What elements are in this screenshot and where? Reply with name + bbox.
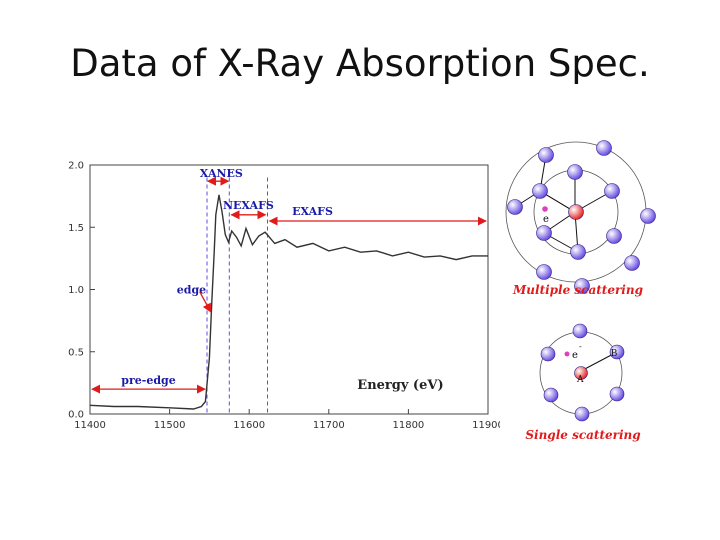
scatterer-atom xyxy=(606,228,622,244)
x-axis-label: Energy (eV) xyxy=(357,378,443,393)
scatterer-atom xyxy=(596,140,612,156)
scatterer-atom xyxy=(624,255,640,271)
x-tick-label: 11900 xyxy=(472,420,500,431)
annotation-edge: edge xyxy=(177,284,206,297)
xas-spectrum-line xyxy=(89,194,488,410)
scatterer-atom xyxy=(604,183,620,199)
region-label-exafs: EXAFS xyxy=(292,205,333,218)
y-tick-label: 0.0 xyxy=(68,410,84,421)
edge-arrow xyxy=(199,291,212,313)
xas-chart: 0.0 0.5 1.0 1.5 2.0 11400 11500 11600 11700 11800… xyxy=(68,161,500,432)
scatterer-atom xyxy=(532,183,548,199)
atom-b-label: B xyxy=(611,349,618,359)
electron-label: e xyxy=(543,214,549,225)
scatterer-atom xyxy=(538,147,554,163)
scatterer-atom xyxy=(536,225,552,241)
electron-superscript: - xyxy=(579,342,582,351)
x-tick-label: 11800 xyxy=(392,420,424,431)
multiple-scattering-diagram: e Multiple scattering xyxy=(505,140,656,297)
slide-title: Data of X-Ray Absorption Spec. xyxy=(70,42,650,85)
y-tick-label: 1.0 xyxy=(68,285,84,296)
y-tick-label: 0.5 xyxy=(68,347,84,358)
scatterer-atom xyxy=(567,164,583,180)
multiple-scattering-caption: Multiple scattering xyxy=(512,283,643,297)
electron-label: e xyxy=(572,350,578,361)
scatterer-atom xyxy=(543,387,559,403)
electron-dot xyxy=(564,351,570,357)
scatterer-atom xyxy=(609,386,625,402)
x-tick-label: 11500 xyxy=(154,420,186,431)
region-label-pre-edge: pre-edge xyxy=(121,374,175,387)
scatterer-atom xyxy=(640,208,656,224)
annotation-xanes: XANES xyxy=(200,167,243,180)
electron-dot xyxy=(542,206,548,212)
x-tick-label: 11600 xyxy=(233,420,265,431)
scatterer-atom xyxy=(507,199,523,215)
region-label-nexafs: NEXAFS xyxy=(223,199,274,212)
scatterer-atom xyxy=(572,323,588,339)
scatterer-atom xyxy=(540,346,556,362)
x-tick-label: 11700 xyxy=(313,420,345,431)
absorber-atom xyxy=(574,366,588,380)
scatterer-atom xyxy=(536,264,552,280)
absorber-atom xyxy=(568,204,584,220)
y-tick-label: 1.5 xyxy=(68,223,84,234)
scatterer-atom xyxy=(609,344,625,360)
single-scattering-caption: Single scattering xyxy=(525,428,640,442)
scatterer-atom xyxy=(570,244,586,260)
single-scattering-diagram: e- A B Single scattering xyxy=(525,323,641,442)
scatterer-atom xyxy=(574,278,590,294)
scatterer-atom xyxy=(574,406,590,422)
y-tick-label: 2.0 xyxy=(68,161,84,172)
x-tick-label: 11400 xyxy=(74,420,106,431)
atom-a-label: A xyxy=(576,375,584,385)
